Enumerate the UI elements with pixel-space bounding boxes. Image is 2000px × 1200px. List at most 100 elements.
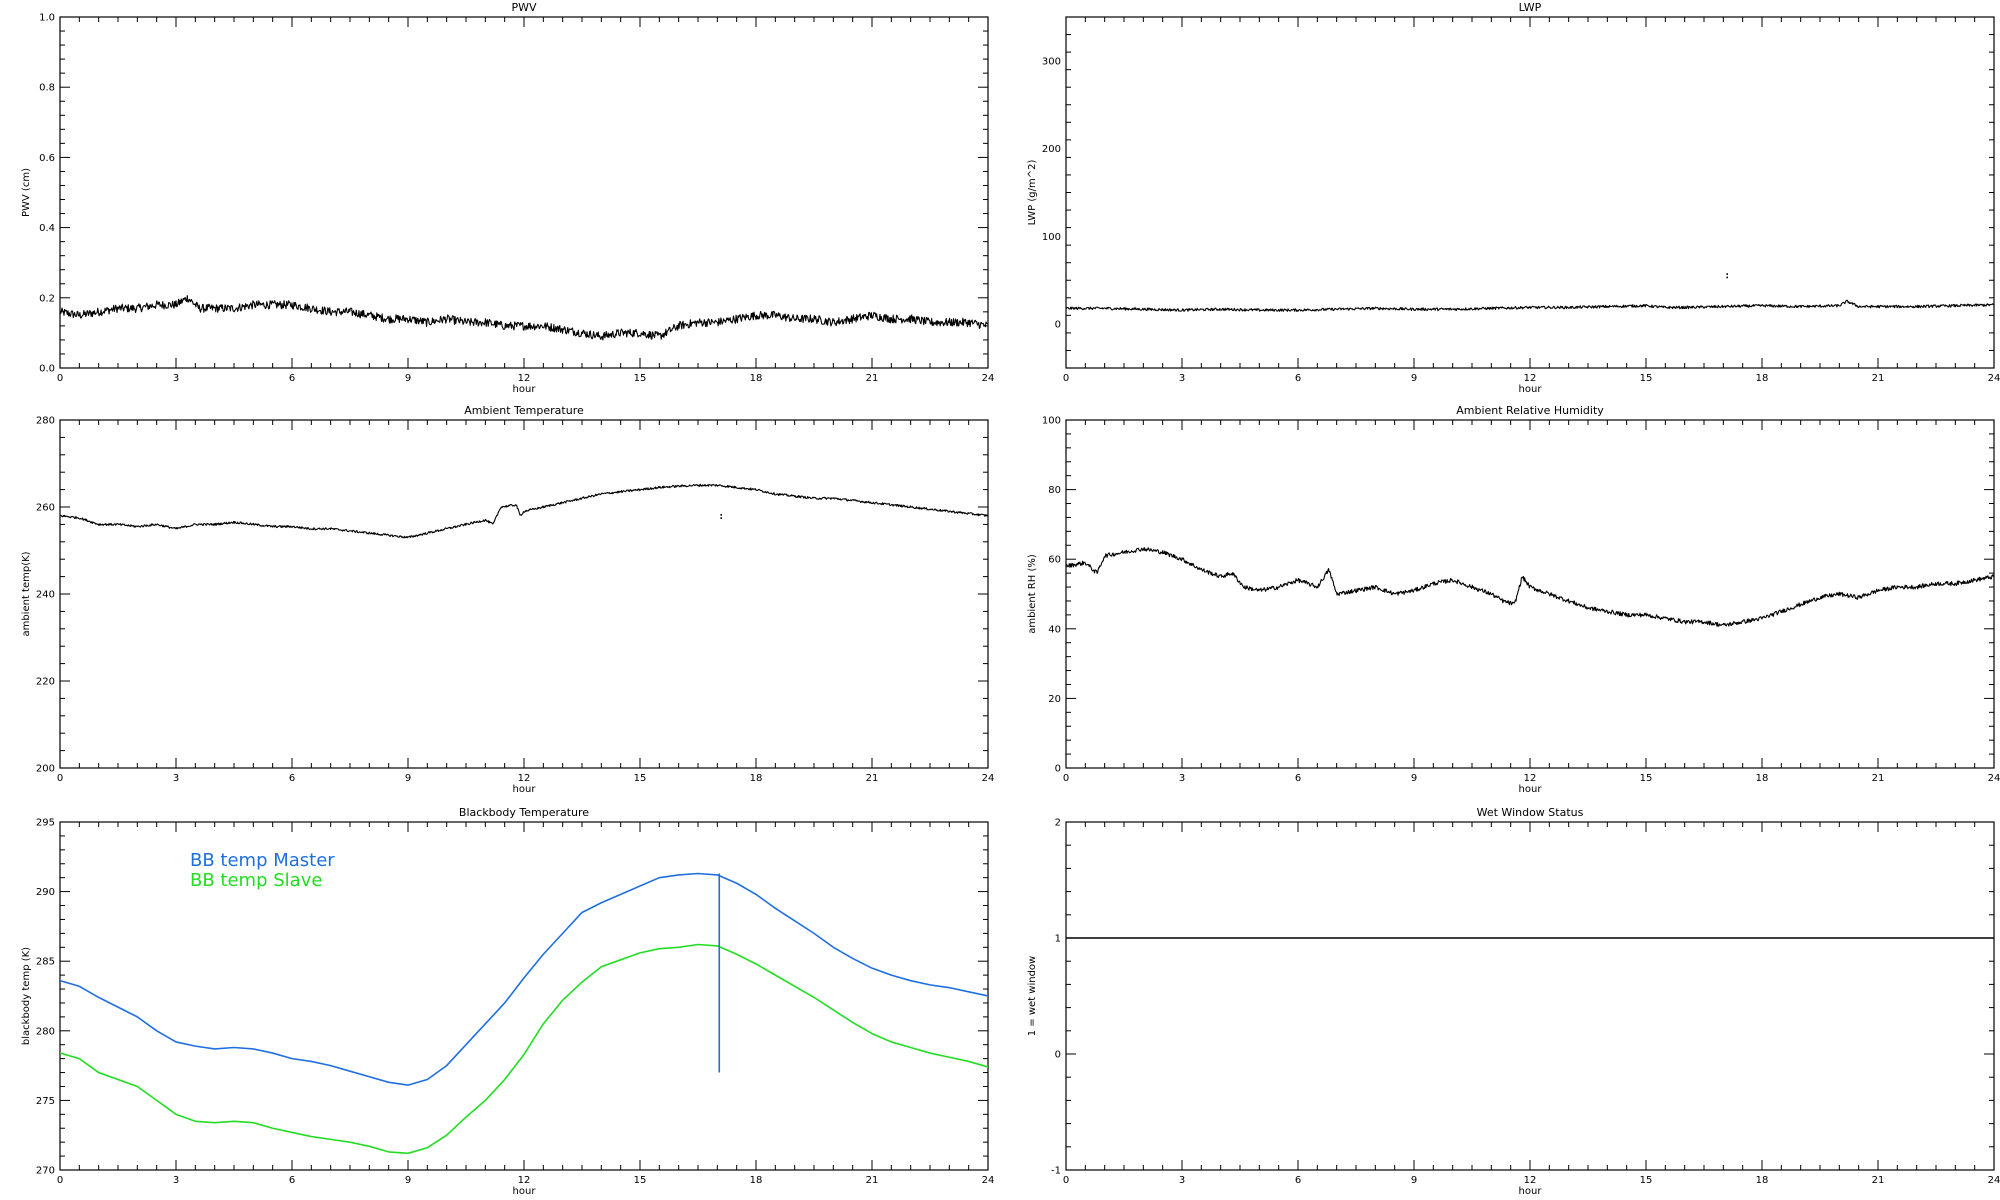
x-tick-label: 24 xyxy=(1988,1175,2000,1186)
x-tick-label: 24 xyxy=(982,773,995,784)
y-tick-label: 0.2 xyxy=(39,293,55,304)
x-tick-label: 21 xyxy=(866,1175,879,1186)
y-tick-label: 240 xyxy=(36,590,55,601)
y-tick-label: 0 xyxy=(1055,320,1061,331)
x-tick-label: 24 xyxy=(982,373,995,384)
y-tick-label: 100 xyxy=(1042,232,1061,243)
y-axis-label: ambient temp(K) xyxy=(21,551,32,636)
x-tick-label: 0 xyxy=(1063,773,1069,784)
x-tick-label: 0 xyxy=(57,773,63,784)
x-axis-label: hour xyxy=(1519,784,1543,795)
data-area xyxy=(60,483,988,539)
y-axis-label: ambient RH (%) xyxy=(1027,554,1038,634)
y-tick-label: 100 xyxy=(1042,416,1061,427)
chart-lwp: LWP hour LWP (g/m^2) 0 3 6 9 12 15 18 21 24 0 100 200 3… xyxy=(1027,1,2000,395)
x-tick-label: 0 xyxy=(1063,1175,1069,1186)
y-tick-label: 0.8 xyxy=(39,83,55,94)
chart-title: LWP xyxy=(1519,1,1542,14)
y-tick-label: 200 xyxy=(36,764,55,775)
x-tick-label: 15 xyxy=(1640,1175,1653,1186)
chart-bb-temp: Blackbody Temperature hour blackbody temp … xyxy=(21,806,994,1197)
x-tick-label: 18 xyxy=(750,773,763,784)
x-tick-label: 24 xyxy=(1988,773,2000,784)
y-tick-label: 290 xyxy=(36,887,55,898)
x-tick-label: 0 xyxy=(57,1175,63,1186)
plot-frame xyxy=(59,16,989,369)
x-tick-label: 15 xyxy=(1640,373,1653,384)
x-tick-label: 15 xyxy=(634,373,647,384)
y-tick-label: 80 xyxy=(1048,485,1061,496)
y-axis-label: blackbody temp (K) xyxy=(21,947,32,1045)
y-tick-label: 260 xyxy=(36,503,55,514)
x-tick-label: 24 xyxy=(1988,373,2000,384)
x-axis-label: hour xyxy=(513,384,537,395)
x-tick-label: 9 xyxy=(1411,373,1417,384)
x-tick-label: 6 xyxy=(1295,1175,1301,1186)
x-tick-label: 9 xyxy=(405,773,411,784)
y-tick-label: 0.0 xyxy=(39,364,55,375)
data-area xyxy=(60,295,988,341)
chart-pwv: PWV hour PWV (cm) 0 3 6 9 12 15 18 21 24 0.0 0.2 0.4 0.… xyxy=(21,1,994,395)
legend-entry: BB temp Slave xyxy=(190,870,322,891)
x-axis-label: hour xyxy=(513,1186,537,1197)
x-tick-label: 21 xyxy=(866,773,879,784)
y-tick-label: 270 xyxy=(36,1166,55,1177)
chart-title: Wet Window Status xyxy=(1477,806,1584,819)
x-tick-label: 18 xyxy=(1756,1175,1769,1186)
y-tick-label: 200 xyxy=(1042,144,1061,155)
x-tick-label: 15 xyxy=(634,1175,647,1186)
series-line-bb-temp-slave xyxy=(60,943,988,1155)
y-axis-label: PWV (cm) xyxy=(21,168,32,217)
y-tick-label: 40 xyxy=(1048,624,1061,635)
x-tick-label: 21 xyxy=(1872,373,1885,384)
series-line xyxy=(60,295,988,341)
chart-ambient-rh: Ambient Relative Humidity hour ambient RH … xyxy=(1027,404,2000,795)
series-line xyxy=(1066,547,1994,627)
y-tick-label: 60 xyxy=(1048,555,1061,566)
x-tick-label: 3 xyxy=(1179,373,1185,384)
x-tick-label: 3 xyxy=(1179,1175,1185,1186)
y-tick-label: 295 xyxy=(36,818,55,829)
y-tick-label: 0 xyxy=(1055,764,1061,775)
series-line xyxy=(1066,299,1994,312)
x-tick-label: 6 xyxy=(289,373,295,384)
x-tick-label: 15 xyxy=(1640,773,1653,784)
data-area xyxy=(1066,547,1994,627)
x-tick-label: 3 xyxy=(173,1175,179,1186)
y-tick-label: 0.6 xyxy=(39,153,55,164)
y-tick-label: -1 xyxy=(1051,1166,1061,1177)
legend-entry: BB temp Master xyxy=(190,850,335,871)
y-tick-label: 2 xyxy=(1055,818,1061,829)
y-tick-label: 275 xyxy=(36,1096,55,1107)
data-point xyxy=(720,514,722,516)
x-tick-label: 0 xyxy=(1063,373,1069,384)
x-tick-label: 3 xyxy=(1179,773,1185,784)
x-tick-label: 24 xyxy=(982,1175,995,1186)
chart-title: PWV xyxy=(511,1,537,14)
x-tick-label: 12 xyxy=(1524,773,1537,784)
x-tick-label: 3 xyxy=(173,373,179,384)
data-point xyxy=(720,517,722,519)
x-tick-label: 18 xyxy=(750,1175,763,1186)
chart-ambient-temp: Ambient Temperature hour ambient temp(K) 0 3… xyxy=(21,404,994,795)
chart-title: Blackbody Temperature xyxy=(459,806,589,819)
series-line-bb-temp-master xyxy=(60,872,988,1086)
x-tick-label: 6 xyxy=(289,1175,295,1186)
y-tick-label: 1 xyxy=(1055,934,1061,945)
x-tick-label: 9 xyxy=(405,1175,411,1186)
x-axis-label: hour xyxy=(1519,384,1543,395)
y-tick-label: 1.0 xyxy=(39,13,55,24)
x-tick-label: 6 xyxy=(1295,773,1301,784)
x-tick-label: 6 xyxy=(289,773,295,784)
y-axis-label: 1 = wet window xyxy=(1027,956,1038,1036)
y-tick-label: 285 xyxy=(36,957,55,968)
x-tick-label: 12 xyxy=(518,773,531,784)
y-tick-label: 280 xyxy=(36,1026,55,1037)
x-tick-label: 18 xyxy=(1756,373,1769,384)
x-tick-label: 12 xyxy=(1524,1175,1537,1186)
plot-frame xyxy=(1065,419,1995,769)
y-tick-label: 0.4 xyxy=(39,223,55,234)
chart-title: Ambient Temperature xyxy=(464,404,584,417)
x-tick-label: 9 xyxy=(1411,773,1417,784)
